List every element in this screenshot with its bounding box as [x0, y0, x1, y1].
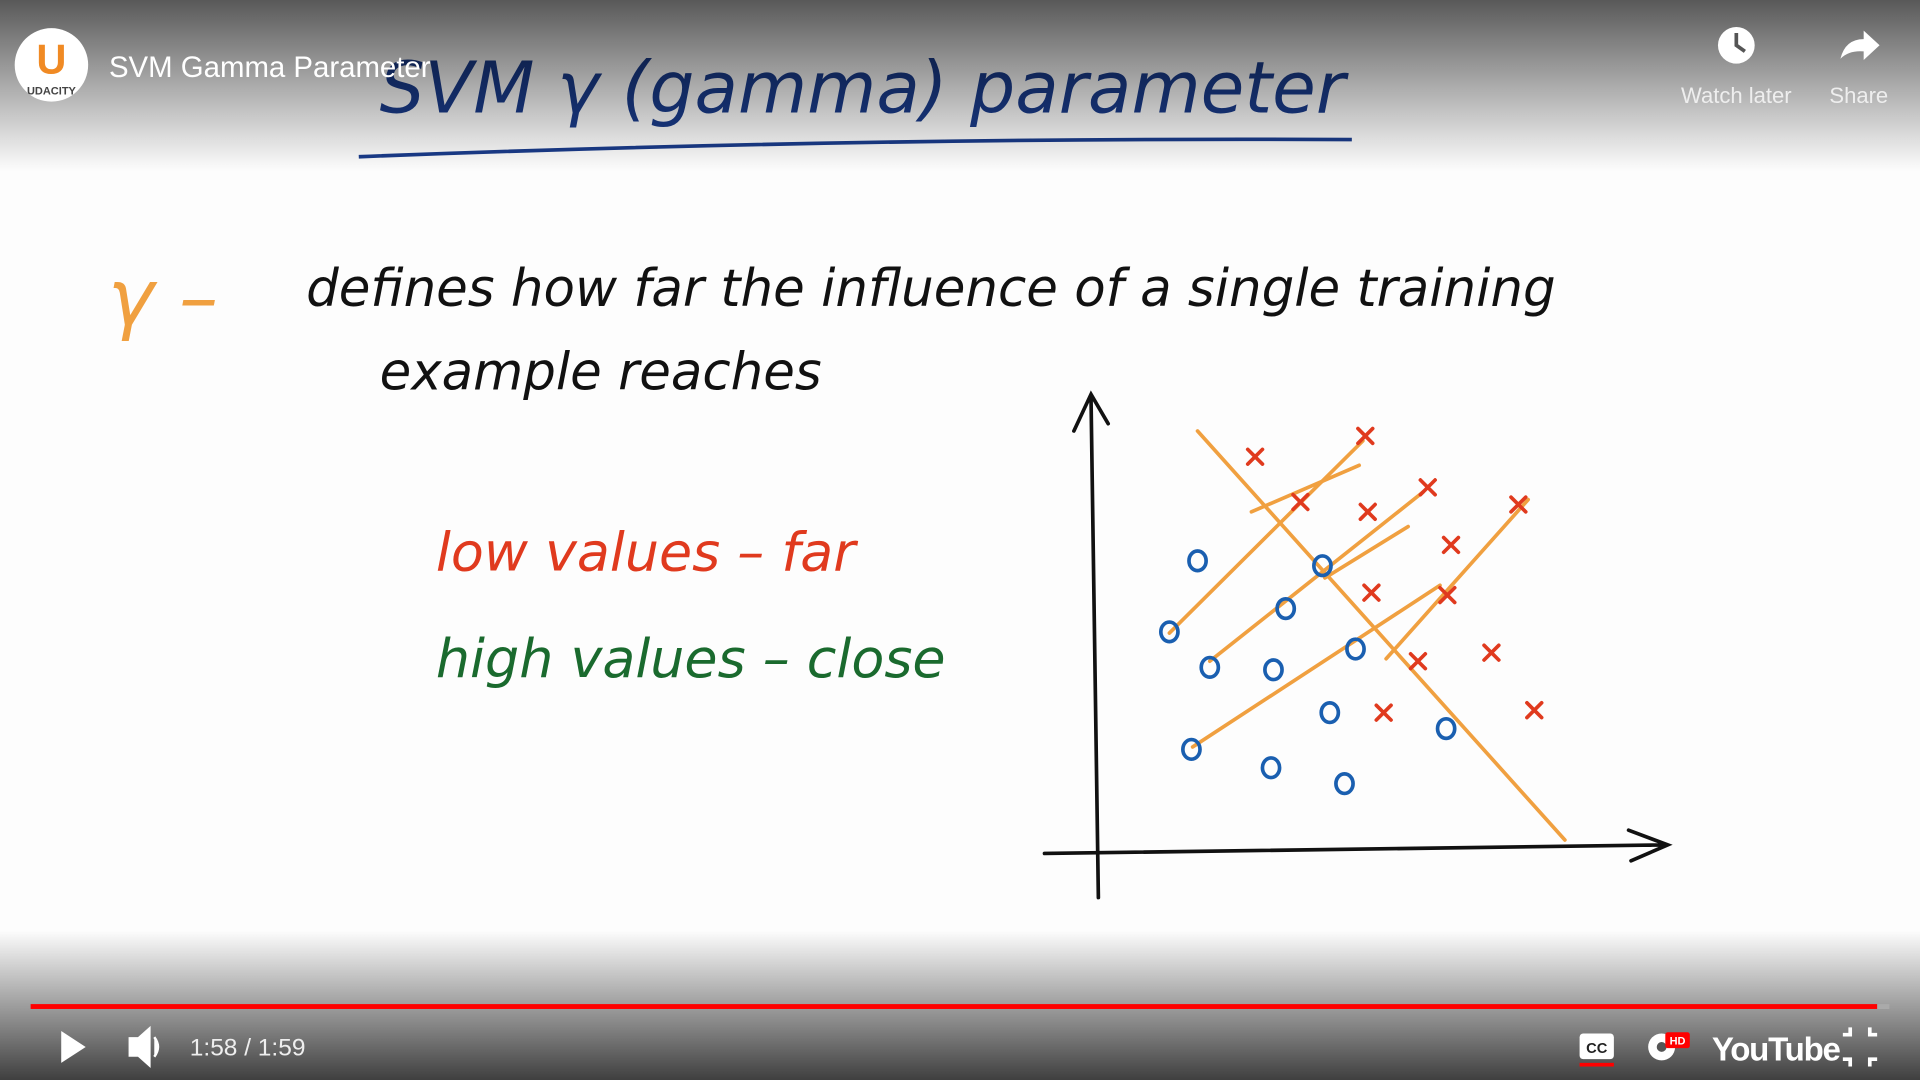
sketch-o	[1158, 620, 1180, 644]
sketch-line	[1195, 429, 1567, 842]
sketch-x	[1408, 652, 1428, 671]
sketch-o	[1263, 658, 1284, 682]
high-values: high values – close	[436, 627, 946, 690]
video-title[interactable]: SVM Gamma Parameter	[109, 51, 431, 84]
sketch-o	[1435, 716, 1457, 741]
sketch-x	[1482, 643, 1501, 662]
sketch-x	[1245, 447, 1265, 466]
play-button[interactable]	[61, 1031, 86, 1063]
sketch-o	[1181, 737, 1202, 762]
low-values: low values – far	[436, 521, 858, 584]
sketch-o	[1187, 549, 1208, 573]
cc-label: CC	[1586, 1041, 1608, 1057]
hd-label: HD	[1670, 1035, 1686, 1047]
definition-line: example reaches	[380, 342, 822, 402]
time-display: 1:58 / 1:59	[190, 1035, 306, 1062]
sketch-x	[1441, 535, 1461, 555]
sketch-o	[1312, 554, 1333, 578]
cc-button[interactable]	[1579, 1033, 1614, 1060]
sketch-o	[1334, 772, 1355, 796]
sketch-o	[1199, 655, 1221, 679]
top-gradient	[0, 0, 1920, 172]
definition-line: defines how far the influence of a singl…	[306, 259, 1556, 319]
sketch-o	[1260, 756, 1282, 780]
sketch-line	[1249, 463, 1362, 514]
share-icon[interactable]	[1840, 30, 1880, 60]
sketch-plot	[1042, 390, 1673, 900]
sketch-o	[1319, 701, 1341, 725]
sketch-x	[1358, 502, 1377, 522]
sketch-x	[1356, 426, 1375, 446]
sketch-x	[1362, 583, 1381, 602]
sketch-o	[1345, 637, 1366, 661]
watch-later[interactable]: Watch later	[1681, 83, 1792, 108]
hd-badge	[1665, 1032, 1690, 1049]
channel-logo[interactable]	[14, 28, 89, 102]
progress-played[interactable]	[30, 1004, 1878, 1009]
settings-hole	[1656, 1042, 1667, 1052]
sketch-o	[1275, 596, 1297, 621]
volume-button[interactable]	[128, 1025, 160, 1069]
sketch-x	[1509, 495, 1528, 514]
sketch-x	[1438, 585, 1457, 605]
sketch-line	[1384, 497, 1530, 661]
sketch-x	[1525, 701, 1544, 720]
clock-hands	[1734, 33, 1746, 53]
sketch-line	[1207, 490, 1425, 664]
sketch-line	[1167, 438, 1365, 635]
sketch-x	[1291, 492, 1310, 512]
sketch-x	[1418, 478, 1437, 497]
youtube-logo[interactable]: YouTube	[1712, 1031, 1842, 1068]
sketch-line	[1323, 524, 1410, 580]
cc-active	[1579, 1062, 1614, 1067]
logo-letter: U	[36, 35, 66, 82]
share[interactable]: Share	[1829, 83, 1888, 108]
sketch-line	[1190, 583, 1442, 749]
gamma-symbol: γ –	[108, 252, 218, 343]
sketch-x	[1374, 703, 1393, 722]
logo-text: UDACITY	[27, 85, 77, 97]
exit-fullscreen[interactable]	[1842, 1027, 1878, 1067]
